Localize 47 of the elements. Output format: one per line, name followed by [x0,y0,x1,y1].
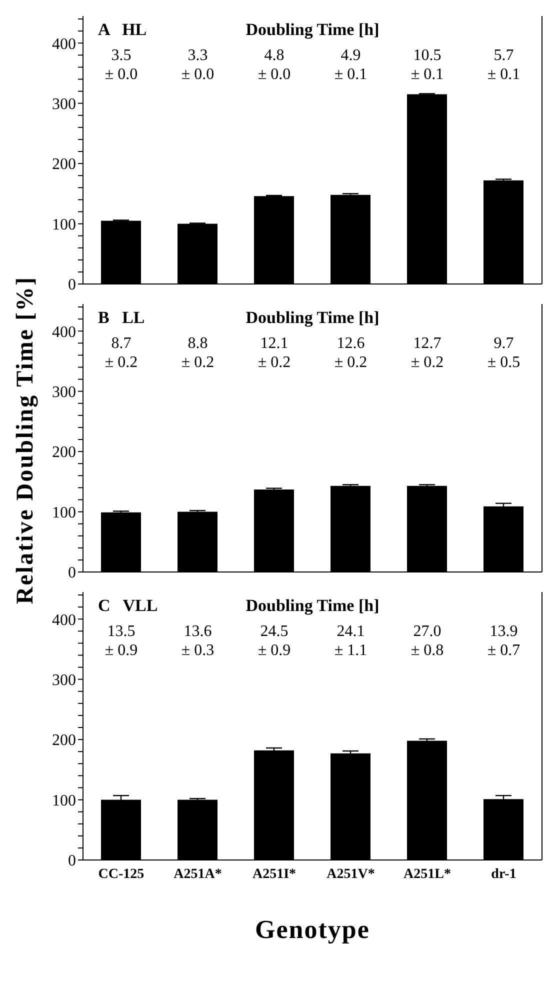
chart-title: C VLL [98,596,158,616]
y-tick-label: 100 [52,792,76,810]
x-tick-label: A251V* [326,866,375,882]
annotation: 12.1 ± 0.2 [256,334,292,372]
y-tick-label: 300 [52,384,76,402]
y-tick-label: 0 [68,564,76,582]
y-tick-label: 200 [52,732,76,750]
chart-subtitle: Doubling Time [h] [246,20,380,39]
x-tick-label: CC-125 [98,866,144,882]
y-tick-label: 300 [52,672,76,690]
annotation: 13.5 ± 0.9 [104,622,139,660]
chart-title: A HL [98,20,147,40]
annotation: 10.5 ± 0.1 [410,46,445,84]
y-tick-label: 400 [52,612,76,629]
y-tick-label: 400 [52,36,76,53]
chart-title: B LL [98,308,145,328]
y-tick-label: 0 [68,852,76,870]
x-tick-label: A251A* [174,866,222,882]
x-tick-label: A251L* [404,866,451,882]
annotation: 24.5 ± 0.9 [256,622,292,660]
y-tick-label: 0 [68,276,76,294]
y-axis-title: Relative Doubling Time [%] [12,276,40,604]
annotation: 5.7 ± 0.1 [486,46,522,84]
annotation: 13.6 ± 0.3 [180,622,216,660]
x-tick-label: A251I* [252,866,296,882]
annotation: 3.5 ± 0.0 [104,46,139,84]
y-tick-label: 300 [52,96,76,114]
annotation: 13.9 ± 0.7 [486,622,522,660]
y-tick-label: 200 [52,156,76,174]
x-axis-title: Genotype [255,915,370,944]
y-tick-label: 100 [52,216,76,234]
chart-subtitle: Doubling Time [h] [246,308,380,327]
y-tick-label: 400 [52,324,76,341]
y-tick-label: 200 [52,444,76,462]
annotation: 8.7 ± 0.2 [104,334,139,372]
annotation: 4.8 ± 0.0 [256,46,292,84]
annotation: 8.8 ± 0.2 [180,334,216,372]
annotation: 4.9 ± 0.1 [333,46,368,84]
chart-subtitle: Doubling Time [h] [246,596,380,615]
annotation: 3.3 ± 0.0 [180,46,216,84]
annotation: 24.1 ± 1.1 [333,622,368,660]
annotation: 27.0 ± 0.8 [410,622,445,660]
annotation: 9.7 ± 0.5 [486,334,522,372]
y-tick-label: 100 [52,504,76,522]
x-tick-label: dr-1 [491,866,516,882]
annotation: 12.7 ± 0.2 [410,334,445,372]
annotation: 12.6 ± 0.2 [333,334,368,372]
